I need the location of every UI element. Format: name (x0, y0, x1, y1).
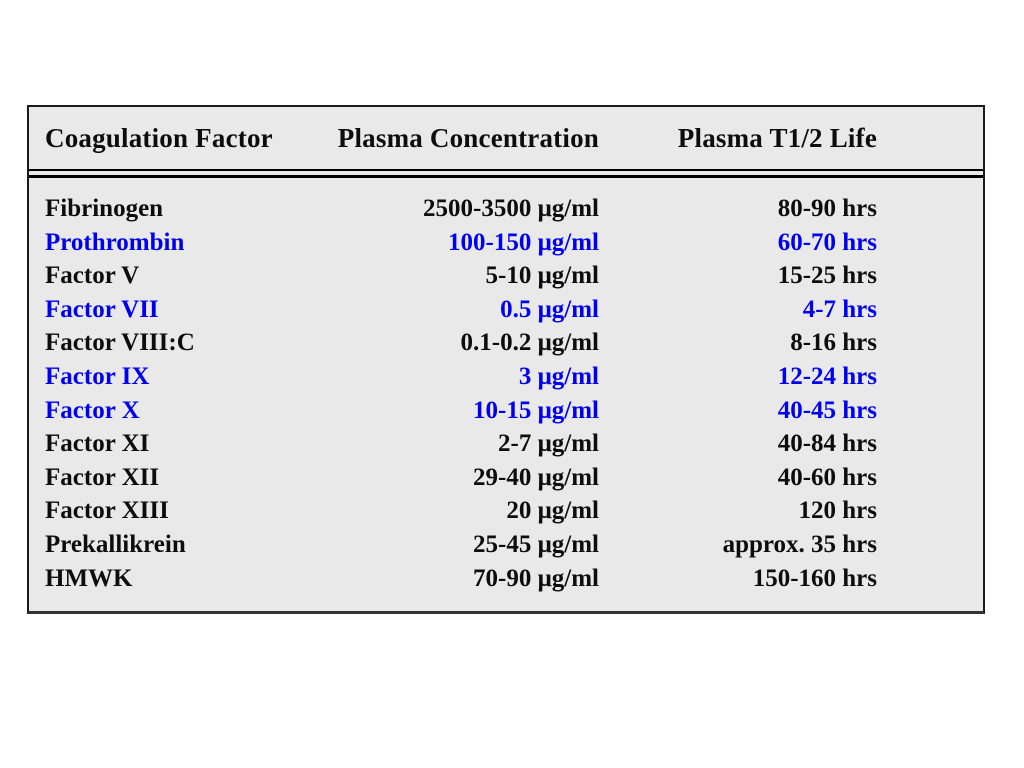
concentration-cell: 0.1-0.2 μg/ml (460, 329, 599, 357)
table-body: Fibrinogen 2500-3500 μg/ml 80-90 hrs Pro… (29, 178, 983, 595)
concentration-cell: 2-7 μg/ml (498, 430, 599, 458)
header-divider-double-rule (29, 169, 983, 178)
half-life-cell: approx. 35 hrs (722, 530, 877, 558)
table-header-row: Coagulation Factor Plasma Concentration … (29, 107, 983, 169)
concentration-cell: 25-45 μg/ml (473, 530, 599, 558)
half-life-cell: 8-16 hrs (790, 329, 877, 357)
half-life-cell: 40-60 hrs (777, 463, 877, 491)
factor-cell: Factor IX (45, 362, 150, 390)
concentration-cell: 100-150 μg/ml (448, 228, 599, 256)
half-life-cell: 4-7 hrs (802, 295, 877, 323)
table-row: Factor XI 2-7 μg/ml 40-84 hrs (29, 427, 983, 461)
table-row: Factor IX 3 μg/ml 12-24 hrs (29, 360, 983, 394)
concentration-cell: 5-10 μg/ml (485, 262, 599, 290)
factor-cell: Factor X (45, 396, 140, 424)
factor-cell: Factor VIII:C (45, 329, 195, 357)
factor-cell: Factor XIII (45, 497, 169, 525)
table-row: Factor VII 0.5 μg/ml 4-7 hrs (29, 293, 983, 327)
column-header-plasma-half-life: Plasma T1/2 Life (677, 122, 877, 153)
half-life-cell: 120 hrs (798, 497, 877, 525)
concentration-cell: 70-90 μg/ml (473, 564, 599, 592)
table-row: HMWK 70-90 μg/ml 150-160 hrs (29, 562, 983, 596)
table-row: Factor VIII:C 0.1-0.2 μg/ml 8-16 hrs (29, 326, 983, 360)
concentration-cell: 0.5 μg/ml (500, 295, 599, 323)
table-row: Prekallikrein 25-45 μg/ml approx. 35 hrs (29, 528, 983, 562)
table-row: Factor XIII 20 μg/ml 120 hrs (29, 494, 983, 528)
half-life-cell: 40-84 hrs (777, 430, 877, 458)
table-row: Fibrinogen 2500-3500 μg/ml 80-90 hrs (29, 192, 983, 226)
concentration-cell: 3 μg/ml (518, 362, 599, 390)
factor-cell: Factor XII (45, 463, 160, 491)
column-header-coagulation-factor: Coagulation Factor (45, 122, 273, 153)
factor-cell: HMWK (45, 564, 133, 592)
factor-cell: Prekallikrein (45, 530, 186, 558)
half-life-cell: 12-24 hrs (777, 362, 877, 390)
factor-cell: Factor VII (45, 295, 159, 323)
half-life-cell: 60-70 hrs (777, 228, 877, 256)
half-life-cell: 15-25 hrs (777, 262, 877, 290)
concentration-cell: 29-40 μg/ml (473, 463, 599, 491)
table-row: Factor XII 29-40 μg/ml 40-60 hrs (29, 461, 983, 495)
factor-cell: Fibrinogen (45, 195, 164, 222)
column-header-plasma-concentration: Plasma Concentration (337, 122, 599, 153)
concentration-cell: 10-15 μg/ml (473, 396, 599, 424)
factor-cell: Prothrombin (45, 228, 185, 256)
factor-cell: Factor XI (45, 430, 150, 458)
half-life-cell: 40-45 hrs (777, 396, 877, 424)
factor-cell: Factor V (45, 262, 140, 290)
concentration-cell: 2500-3500 μg/ml (423, 195, 599, 222)
half-life-cell: 150-160 hrs (752, 564, 877, 592)
table-row: Factor V 5-10 μg/ml 15-25 hrs (29, 259, 983, 293)
table-row: Prothrombin 100-150 μg/ml 60-70 hrs (29, 226, 983, 260)
concentration-cell: 20 μg/ml (506, 497, 599, 525)
coagulation-factor-table: Coagulation Factor Plasma Concentration … (27, 105, 985, 614)
half-life-cell: 80-90 hrs (777, 195, 877, 222)
table-row: Factor X 10-15 μg/ml 40-45 hrs (29, 394, 983, 428)
